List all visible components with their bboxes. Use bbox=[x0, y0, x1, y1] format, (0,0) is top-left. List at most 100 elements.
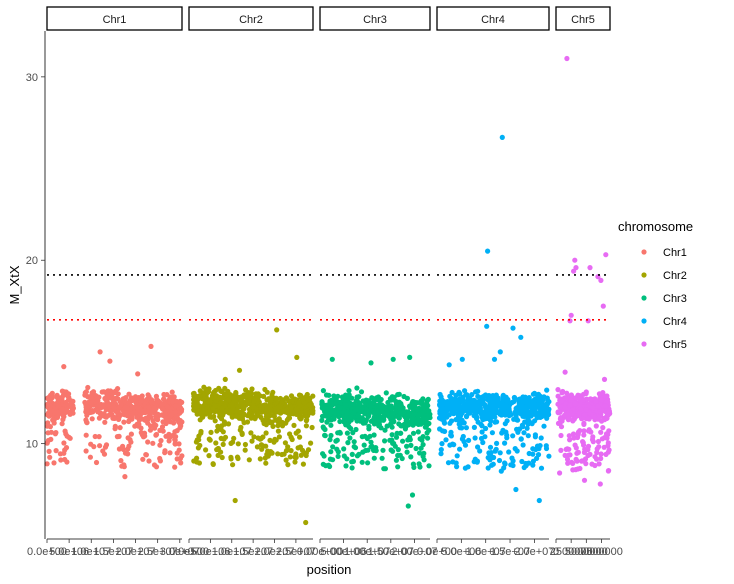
data-point bbox=[145, 392, 151, 398]
data-point bbox=[172, 436, 178, 443]
data-point bbox=[371, 455, 377, 461]
data-point bbox=[493, 446, 499, 452]
data-point bbox=[84, 412, 90, 418]
data-point bbox=[159, 424, 166, 430]
data-point bbox=[96, 434, 102, 440]
data-point bbox=[196, 403, 202, 409]
data-point bbox=[368, 439, 374, 445]
data-point bbox=[492, 419, 498, 425]
data-point bbox=[417, 436, 423, 442]
data-point bbox=[125, 446, 131, 452]
data-point bbox=[371, 432, 377, 438]
data-point bbox=[258, 442, 264, 448]
data-point bbox=[49, 390, 55, 396]
data-point bbox=[293, 430, 299, 436]
data-point bbox=[319, 413, 326, 419]
data-point bbox=[487, 393, 493, 399]
data-point bbox=[191, 390, 197, 396]
data-point bbox=[349, 451, 355, 457]
data-point bbox=[389, 412, 396, 418]
data-point bbox=[82, 390, 88, 396]
data-point bbox=[97, 443, 103, 449]
data-point bbox=[238, 394, 244, 400]
data-point bbox=[297, 403, 303, 409]
data-point bbox=[221, 419, 227, 425]
data-point bbox=[117, 425, 123, 431]
data-point bbox=[44, 423, 51, 429]
panel-chr3: Chr3 0.00e+005.00e+061.00e+071.50e+072.00… bbox=[297, 6, 438, 558]
data-point bbox=[324, 419, 330, 425]
data-point bbox=[537, 393, 543, 399]
data-point bbox=[254, 444, 260, 450]
data-point bbox=[587, 451, 593, 457]
data-point bbox=[598, 277, 604, 283]
data-point bbox=[566, 446, 572, 452]
data-point bbox=[251, 434, 257, 440]
data-point bbox=[504, 418, 510, 424]
data-point bbox=[526, 418, 532, 424]
data-point bbox=[563, 395, 569, 401]
data-point bbox=[437, 407, 444, 413]
data-point bbox=[337, 405, 343, 411]
data-point bbox=[164, 392, 170, 398]
data-point bbox=[307, 402, 313, 408]
data-point bbox=[135, 404, 141, 411]
data-point bbox=[329, 399, 335, 405]
data-point bbox=[480, 397, 486, 403]
data-point bbox=[393, 434, 400, 440]
data-point bbox=[436, 415, 443, 421]
data-point bbox=[46, 448, 52, 454]
data-point bbox=[483, 408, 489, 414]
data-point bbox=[578, 406, 584, 412]
data-point bbox=[524, 425, 530, 431]
data-point bbox=[600, 303, 606, 309]
data-point bbox=[437, 391, 443, 398]
data-point bbox=[215, 423, 221, 429]
data-point bbox=[587, 265, 593, 271]
data-point bbox=[503, 429, 509, 435]
data-point bbox=[210, 461, 216, 467]
data-point bbox=[571, 268, 577, 274]
data-point bbox=[426, 427, 432, 433]
data-point bbox=[288, 404, 294, 410]
data-point bbox=[475, 444, 481, 450]
data-point bbox=[344, 430, 350, 436]
data-point bbox=[521, 464, 527, 471]
data-point bbox=[411, 412, 417, 418]
data-point bbox=[423, 402, 429, 408]
data-point bbox=[335, 449, 341, 455]
data-point bbox=[251, 398, 257, 404]
data-point bbox=[283, 420, 289, 426]
data-point bbox=[418, 421, 424, 427]
data-point bbox=[275, 451, 281, 457]
data-point bbox=[269, 419, 275, 425]
panels-layer: Chr10.0e+005.0e+061.0e+071.5e+072.0e+072… bbox=[27, 6, 623, 558]
data-point bbox=[438, 451, 444, 457]
x-tick-label: 0.0e+00 bbox=[417, 546, 457, 558]
data-point bbox=[239, 431, 245, 437]
data-point bbox=[459, 410, 465, 417]
data-point bbox=[85, 394, 91, 400]
data-point bbox=[236, 367, 243, 373]
data-point bbox=[343, 463, 349, 469]
data-point bbox=[438, 447, 444, 453]
data-point bbox=[155, 417, 161, 423]
data-point bbox=[59, 421, 65, 427]
data-point bbox=[520, 424, 526, 430]
data-point bbox=[460, 394, 466, 400]
data-point bbox=[286, 398, 292, 404]
data-point bbox=[132, 423, 138, 429]
data-point bbox=[300, 461, 306, 467]
data-point bbox=[514, 448, 520, 454]
data-point bbox=[459, 356, 465, 362]
data-point bbox=[425, 396, 431, 402]
data-point bbox=[376, 423, 382, 429]
data-point bbox=[246, 457, 252, 463]
data-point bbox=[513, 486, 519, 493]
data-point bbox=[153, 432, 159, 438]
x-tick-label: 0 bbox=[553, 546, 559, 558]
data-point bbox=[301, 400, 307, 406]
facet-strip-label: Chr1 bbox=[103, 14, 127, 26]
data-point bbox=[359, 407, 365, 413]
data-point bbox=[359, 459, 365, 465]
